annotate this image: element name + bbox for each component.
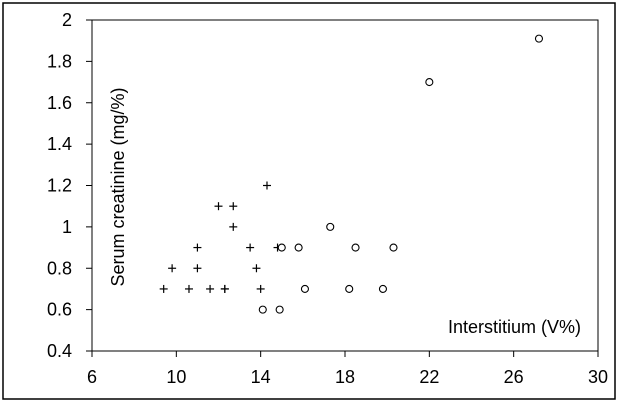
circle-marker: [345, 284, 354, 293]
plus-marker: [193, 264, 202, 273]
plus-marker: [246, 243, 255, 252]
x-tick-label: 30: [588, 367, 608, 387]
y-tick-label: 1.8: [47, 51, 72, 71]
plus-marker: [262, 181, 271, 190]
circle-marker: [389, 243, 398, 252]
circle-marker: [425, 78, 434, 87]
data-points: [159, 34, 544, 314]
x-tick-label: 10: [166, 367, 186, 387]
y-tick-label: 0.8: [47, 258, 72, 278]
circle-marker: [300, 284, 309, 293]
x-tick-label: 26: [504, 367, 524, 387]
y-tick-label: 1: [62, 217, 72, 237]
y-tick-label: 1.4: [47, 134, 72, 154]
plus-marker: [220, 284, 229, 293]
y-tick-label: 1.6: [47, 93, 72, 113]
plus-marker: [256, 284, 265, 293]
y-tick-label: 0.4: [47, 341, 72, 361]
circle-marker: [258, 305, 267, 314]
circle-marker: [351, 243, 360, 252]
plus-marker: [252, 264, 261, 273]
y-tick-label: 1.2: [47, 176, 72, 196]
circle-marker: [534, 34, 544, 43]
x-axis-ticks: 6 10 14 18 22 26 30: [87, 351, 608, 387]
circle-marker: [378, 284, 388, 293]
x-tick-label: 14: [251, 367, 271, 387]
x-tick-label: 22: [419, 367, 439, 387]
x-axis-title: Interstitium (V%): [448, 317, 581, 337]
y-tick-label: 0.6: [47, 300, 72, 320]
plus-marker: [229, 222, 238, 231]
x-tick-label: 6: [87, 367, 97, 387]
plus-marker: [193, 243, 202, 252]
y-axis-title: Serum creatinine (mg/%): [108, 87, 128, 286]
circle-marker: [275, 305, 284, 314]
y-axis-ticks: 0.4 0.6 0.8 1 1.2 1.4 1.6 1.8 2: [47, 10, 92, 361]
plus-marker: [206, 284, 215, 293]
plus-marker: [214, 202, 223, 211]
plus-marker: [229, 202, 238, 211]
circle-marker: [277, 243, 286, 252]
plus-marker: [159, 284, 168, 293]
x-tick-label: 18: [335, 367, 355, 387]
circle-marker: [294, 243, 303, 252]
plus-marker: [168, 264, 177, 273]
circle-marker: [326, 222, 335, 231]
plus-marker: [184, 284, 193, 293]
y-tick-label: 2: [62, 10, 72, 30]
